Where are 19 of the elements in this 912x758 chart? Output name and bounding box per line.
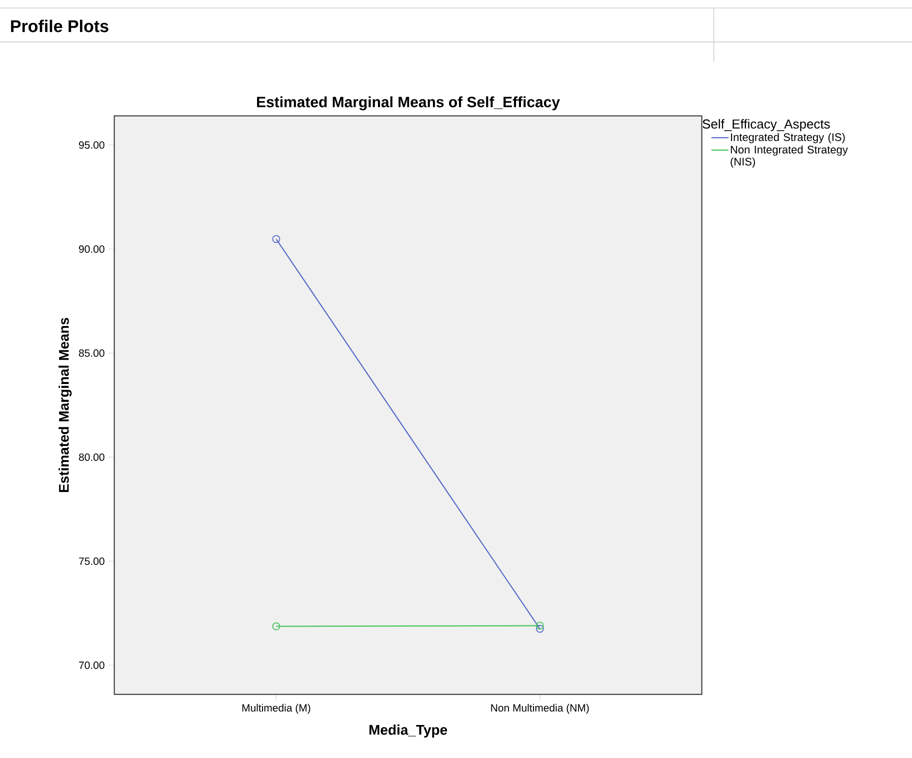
y-tick-label: 70.00 [79, 661, 104, 669]
y-axis-title: Estimated Marginal Means [58, 318, 72, 492]
point [272, 622, 280, 630]
x-tick-label: Multimedia (M) [242, 704, 310, 714]
chart-title: Estimated Marginal Means of Self_Efficacy [257, 96, 560, 110]
y-tick-label: 85.00 [78, 349, 104, 357]
text: Profile Plots [11, 20, 108, 32]
y-tick-label: 95.00 [79, 141, 104, 149]
legend-label: Non Integrated Strategy (NIS) [730, 145, 848, 168]
x-tick-label: Non Multimedia (NM) [491, 704, 589, 714]
legend-label: Integrated Strategy (IS) [731, 132, 845, 144]
legend-title: Self_Efficacy_Aspects [702, 118, 830, 132]
point [536, 622, 544, 630]
point [272, 234, 280, 243]
y-tick-label: 90.00 [79, 245, 104, 253]
y-tick-label: 75.00 [79, 557, 104, 565]
x-axis-title: Media_Type [369, 724, 448, 738]
point [536, 624, 544, 633]
y-tick-label: 80.00 [78, 453, 104, 461]
